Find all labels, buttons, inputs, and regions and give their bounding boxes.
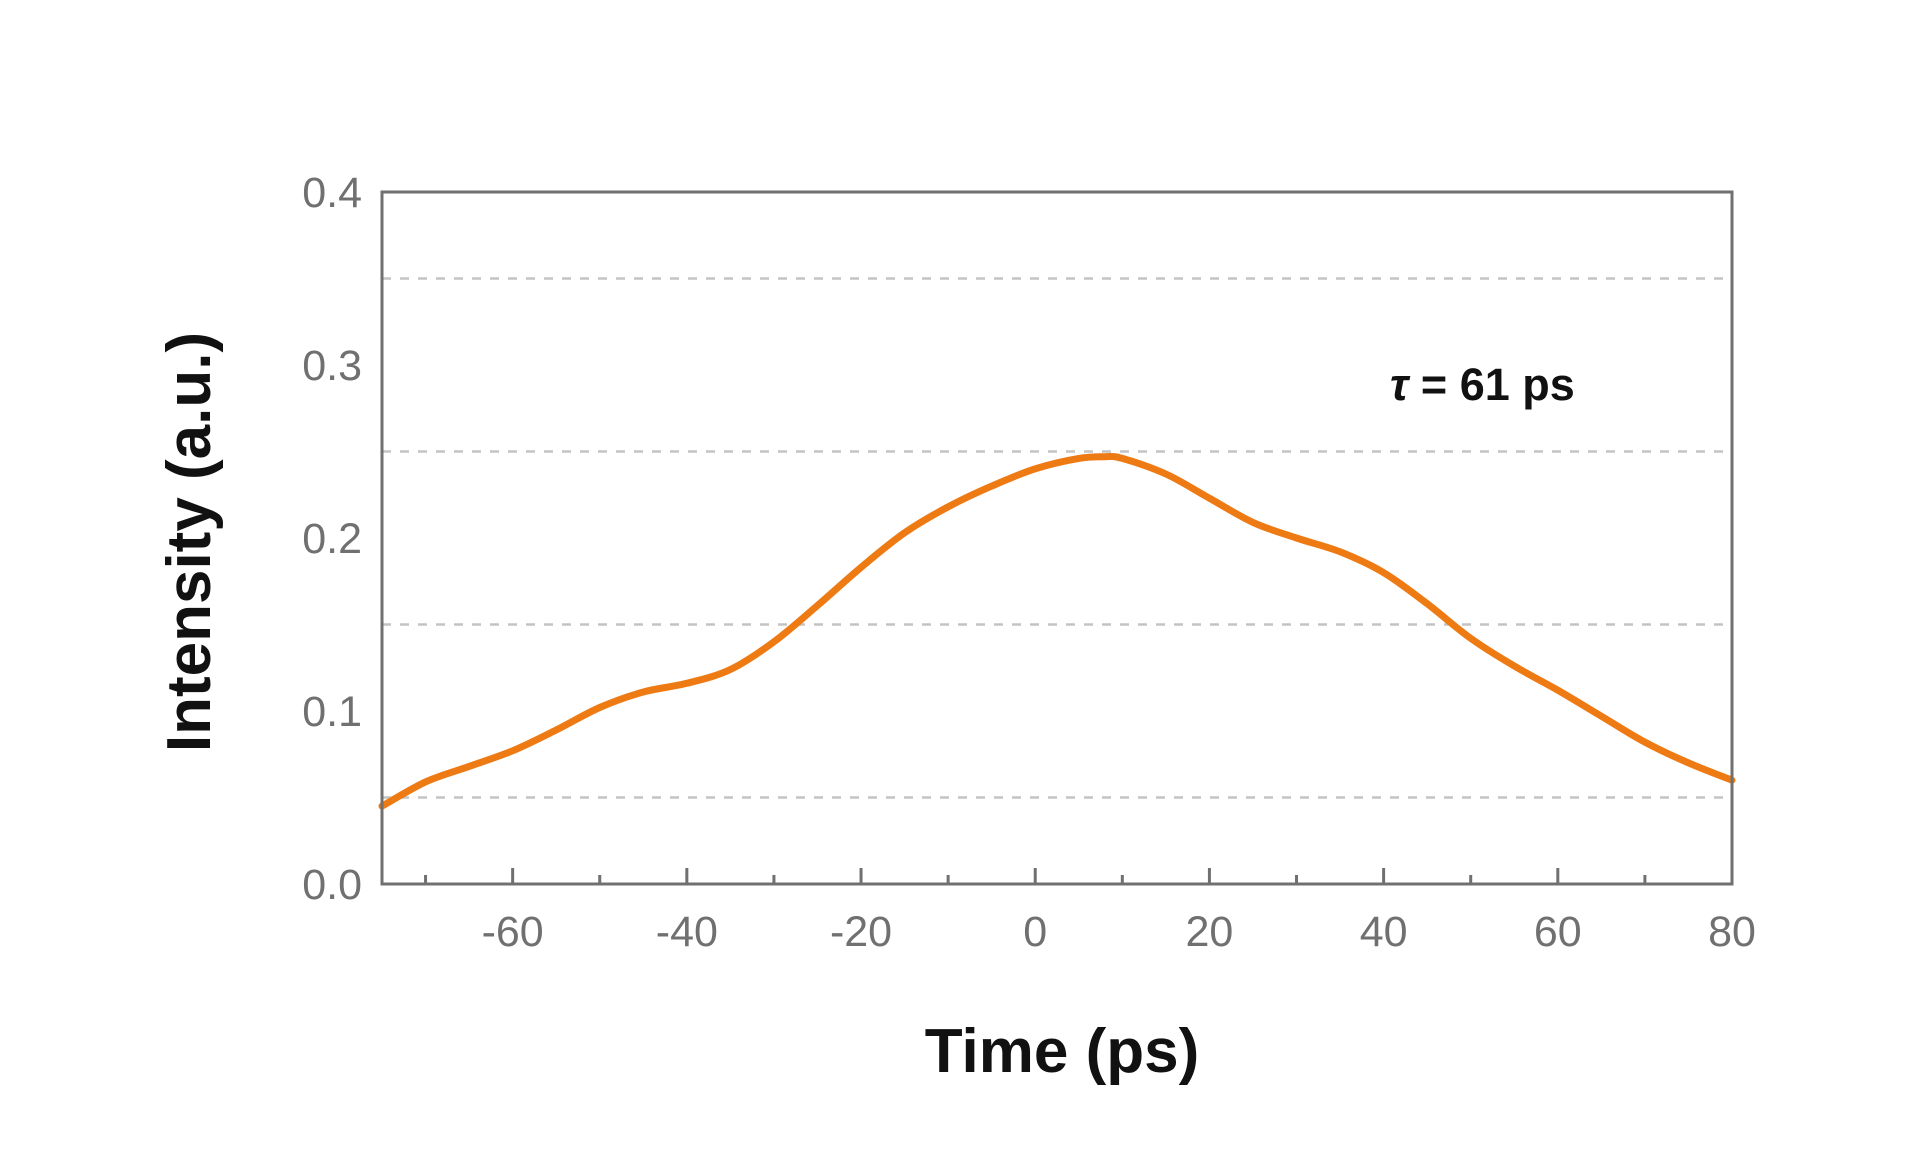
- tau-annotation: τ = 61 ps: [1390, 359, 1575, 410]
- grid-lines: [382, 277, 1732, 799]
- y-tick-label: 0.4: [302, 169, 362, 217]
- y-tick-label: 0.2: [302, 515, 362, 563]
- series-layer: [378, 452, 1736, 810]
- tau-symbol: τ: [1390, 359, 1411, 410]
- x-tick-label: -40: [656, 908, 718, 956]
- tau-value: = 61 ps: [1408, 359, 1574, 410]
- x-tick-label: 60: [1534, 908, 1582, 956]
- y-tick-label: 0.1: [302, 688, 362, 736]
- y-tick-label: 0.3: [302, 342, 362, 390]
- x-tick-label: 40: [1360, 908, 1408, 956]
- y-axis-title: Intensity (a.u.): [155, 332, 224, 752]
- y-tick-label: 0.0: [302, 861, 362, 909]
- x-tick-label: 0: [1023, 908, 1047, 956]
- tick-labels: -60 -40 -20 0 20 40 60 80 0.0 0.1 0.2 0.3 0.4: [302, 169, 1756, 956]
- plot-frame: [380, 190, 1734, 886]
- x-tick-label: -60: [482, 908, 544, 956]
- intensity-series-line: [378, 452, 1736, 810]
- axis-ticks: [424, 868, 1734, 884]
- x-axis-title: Time (ps): [925, 1017, 1199, 1086]
- x-tick-label: -20: [830, 908, 892, 956]
- x-tick-label: 80: [1708, 908, 1756, 956]
- x-tick-label: 20: [1185, 908, 1233, 956]
